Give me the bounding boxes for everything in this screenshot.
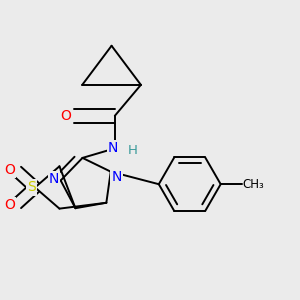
Text: CH₃: CH₃	[242, 178, 264, 191]
Text: H: H	[128, 143, 138, 157]
Text: O: O	[4, 198, 15, 212]
Text: N: N	[111, 169, 122, 184]
Text: S: S	[27, 181, 35, 194]
Text: O: O	[4, 163, 15, 177]
Text: N: N	[108, 141, 119, 155]
Text: O: O	[61, 109, 71, 123]
Text: N: N	[49, 172, 59, 186]
